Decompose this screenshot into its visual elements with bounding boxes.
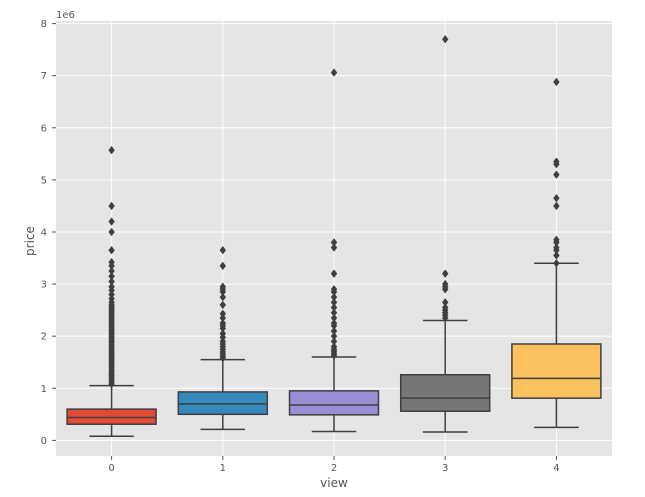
outlier-point (442, 279, 449, 289)
outlier-point (442, 269, 449, 278)
outlier-point (219, 282, 226, 291)
outlier-point (330, 68, 338, 77)
outlier-point (442, 303, 449, 312)
box-group-2 (288, 68, 380, 433)
x-axis-title: view (320, 476, 348, 490)
y-tick-label: 3 (41, 280, 47, 291)
outlier-point (553, 201, 560, 211)
y-offset-label: 1e6 (56, 10, 75, 21)
outlier-point (219, 300, 226, 310)
outlier-point (553, 251, 560, 260)
y-tick-label: 0 (41, 436, 47, 447)
outlier-point (219, 313, 226, 323)
outlier-point (330, 292, 338, 302)
outlier-point (219, 329, 226, 338)
outlier-point (108, 246, 115, 255)
x-axis-ticks: 0 1 2 3 4 (108, 456, 560, 474)
outlier-point (219, 261, 226, 271)
box-group-4 (511, 77, 602, 429)
box-group-1 (177, 246, 269, 431)
box-iqr (511, 343, 602, 399)
outlier-point (219, 318, 226, 328)
outlier-point (108, 277, 115, 286)
outlier-point (330, 243, 338, 252)
box-iqr (66, 408, 157, 425)
x-tick-label: 3 (442, 463, 448, 474)
x-tick-label: 0 (108, 463, 114, 474)
box-iqr (177, 391, 269, 416)
y-tick-label: 6 (41, 123, 47, 134)
box-group-0 (66, 146, 157, 437)
outlier-point (553, 170, 560, 179)
y-tick-label: 5 (41, 175, 47, 186)
outlier-point (330, 342, 338, 351)
outlier-point (330, 318, 338, 328)
y-tick-label: 2 (41, 332, 47, 343)
outlier-point (108, 217, 115, 226)
outlier-point (553, 235, 560, 244)
outlier-point (108, 146, 115, 155)
outlier-point (553, 243, 560, 252)
outlier-point (108, 272, 115, 281)
box-iqr (288, 390, 380, 416)
outlier-point (219, 292, 226, 302)
x-tick-label: 1 (220, 463, 226, 474)
box-iqr (399, 373, 491, 412)
y-axis-title: price (23, 226, 37, 256)
outlier-point (108, 282, 115, 291)
outlier-point (108, 258, 115, 267)
y-axis-ticks: 0 1 2 3 4 5 6 7 8 (41, 19, 56, 447)
outlier-point (330, 303, 338, 312)
outlier-point (330, 269, 338, 278)
outlier-point (330, 285, 338, 294)
outlier-point (219, 337, 226, 346)
y-tick-label: 7 (41, 71, 47, 82)
outlier-point (108, 227, 115, 237)
outlier-point (330, 326, 338, 336)
outlier-point (553, 77, 560, 87)
outlier-point (442, 35, 449, 44)
outlier-point (553, 157, 560, 166)
outlier-point (108, 294, 115, 303)
outlier-point (330, 308, 338, 317)
y-tick-label: 4 (41, 227, 47, 238)
outlier-point (108, 266, 115, 276)
outlier-point (330, 332, 338, 341)
box-group-3 (399, 35, 491, 433)
outlier-point (442, 298, 449, 307)
outlier-point (108, 201, 115, 211)
y-tick-label: 1 (41, 384, 47, 395)
box-series (66, 35, 602, 437)
outlier-point (553, 193, 560, 203)
outlier-point (219, 309, 226, 318)
outlier-point (330, 298, 338, 307)
x-tick-label: 2 (331, 463, 337, 474)
x-tick-label: 4 (553, 463, 559, 474)
outlier-point (330, 337, 338, 346)
y-tick-label: 8 (41, 19, 47, 30)
outlier-point (330, 313, 338, 323)
outlier-point (108, 290, 115, 299)
outlier-point (219, 246, 226, 255)
outlier-point (330, 238, 338, 247)
outlier-point (553, 259, 560, 268)
